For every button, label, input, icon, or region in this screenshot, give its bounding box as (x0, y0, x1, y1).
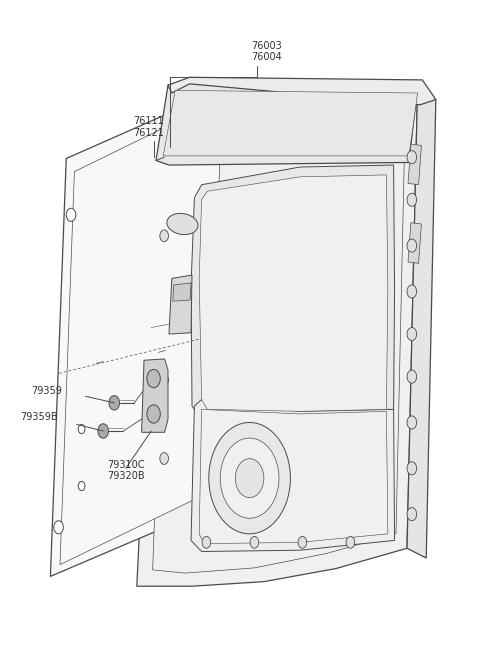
Circle shape (407, 285, 417, 298)
Circle shape (54, 521, 63, 534)
Polygon shape (199, 409, 388, 544)
Circle shape (407, 508, 417, 521)
Circle shape (160, 230, 168, 242)
Polygon shape (60, 100, 222, 565)
Polygon shape (408, 223, 421, 263)
Text: 79359B: 79359B (21, 413, 58, 422)
Polygon shape (408, 144, 421, 185)
Circle shape (235, 458, 264, 498)
Text: 76003
76004: 76003 76004 (251, 41, 282, 62)
Circle shape (250, 536, 259, 548)
Text: 79310C
79320B: 79310C 79320B (107, 460, 144, 481)
Polygon shape (169, 275, 192, 334)
Circle shape (160, 374, 168, 386)
Ellipse shape (167, 214, 198, 234)
Circle shape (147, 405, 160, 423)
Circle shape (147, 369, 160, 388)
Circle shape (407, 151, 417, 164)
Polygon shape (163, 90, 418, 156)
Circle shape (209, 422, 290, 534)
Polygon shape (137, 86, 418, 586)
Circle shape (407, 416, 417, 429)
Polygon shape (191, 165, 395, 421)
Circle shape (346, 536, 355, 548)
Circle shape (407, 462, 417, 475)
Circle shape (211, 489, 221, 502)
Polygon shape (191, 400, 395, 552)
Polygon shape (50, 86, 229, 576)
Polygon shape (168, 77, 436, 105)
Circle shape (109, 396, 120, 410)
Polygon shape (407, 86, 436, 558)
Circle shape (202, 536, 211, 548)
Circle shape (98, 424, 108, 438)
Circle shape (66, 208, 76, 221)
Circle shape (220, 438, 279, 518)
Circle shape (160, 453, 168, 464)
Text: 79359: 79359 (32, 386, 62, 396)
Polygon shape (173, 283, 191, 301)
Circle shape (78, 424, 85, 434)
Circle shape (78, 481, 85, 491)
Text: 76111
76121: 76111 76121 (133, 116, 164, 138)
Circle shape (407, 370, 417, 383)
Circle shape (298, 536, 307, 548)
Circle shape (407, 193, 417, 206)
Polygon shape (199, 175, 388, 411)
Circle shape (407, 239, 417, 252)
Polygon shape (156, 79, 418, 165)
Circle shape (407, 328, 417, 341)
Polygon shape (153, 100, 406, 573)
Polygon shape (142, 359, 168, 432)
